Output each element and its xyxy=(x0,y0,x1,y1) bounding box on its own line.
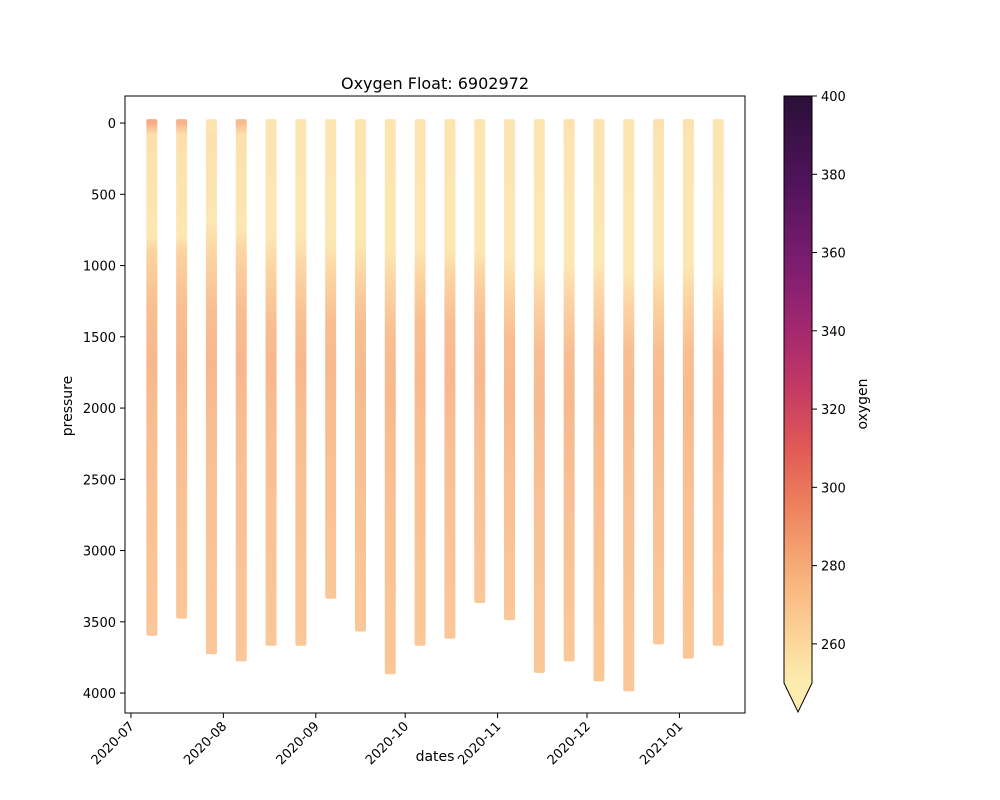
profile-bar xyxy=(205,119,217,655)
y-tick-label: 3000 xyxy=(83,545,116,560)
plot-frame xyxy=(124,95,746,714)
profile-bar xyxy=(384,119,396,675)
profile-bar xyxy=(176,119,188,619)
colorbar-tick-label: 340 xyxy=(821,325,846,340)
colorbar-label: oxygen xyxy=(855,378,871,429)
y-tick-label: 2000 xyxy=(83,402,116,417)
y-tick-label: 1500 xyxy=(83,331,116,346)
profile-bar xyxy=(653,119,665,645)
colorbar-tick-label: 380 xyxy=(821,168,846,183)
x-tick-label: 2020-10 xyxy=(363,719,412,768)
profile-bar xyxy=(474,119,486,604)
x-axis-ticks: 2020-07 2020-08 2020-09 2020-10 2020-11 2020-… xyxy=(89,713,686,768)
profile-bar xyxy=(533,119,545,673)
x-tick-label: 2021-01 xyxy=(637,719,686,768)
profile-bar xyxy=(504,119,516,621)
colorbar-tick-label: 400 xyxy=(821,90,846,105)
colorbar-tick-label: 360 xyxy=(821,247,846,262)
y-axis-label: pressure xyxy=(60,376,76,436)
x-tick-label: 2020-08 xyxy=(181,719,230,768)
colorbar-tick-label: 300 xyxy=(821,481,846,496)
colorbar-tick-label: 260 xyxy=(821,638,846,653)
profile-bar xyxy=(295,119,307,646)
colorbar-extend-min xyxy=(784,683,812,712)
y-tick-label: 2500 xyxy=(83,473,116,488)
profile-bar xyxy=(325,119,337,599)
colorbar-tick-label: 320 xyxy=(821,403,846,418)
profile-bar xyxy=(414,119,426,646)
colorbar-tick-label: 280 xyxy=(821,560,846,575)
colorbar: 260 280 300 320 340 360 380 400 xyxy=(783,90,846,714)
colorbar-outline xyxy=(783,95,813,714)
colorbar-gradient xyxy=(784,96,812,683)
y-axis-ticks: 0 500 1000 1500 2000 2500 3000 3500 4000 xyxy=(83,117,125,702)
x-axis-label: dates xyxy=(416,749,455,765)
profile-bar xyxy=(593,119,605,682)
y-tick-label: 1000 xyxy=(83,260,116,275)
profile-bar xyxy=(563,119,575,662)
profile-bar xyxy=(444,119,456,639)
profile-bar xyxy=(354,119,366,632)
profile-bar xyxy=(146,119,158,636)
profiles-layer xyxy=(146,119,724,692)
profile-bar xyxy=(265,119,277,646)
y-tick-label: 500 xyxy=(91,188,116,203)
x-tick-label: 2020-07 xyxy=(89,719,138,768)
x-tick-label: 2020-09 xyxy=(274,719,323,768)
x-tick-label: 2020-11 xyxy=(455,719,504,768)
y-tick-label: 3500 xyxy=(83,616,116,631)
y-tick-label: 4000 xyxy=(83,687,116,702)
profile-bar xyxy=(682,119,694,659)
profile-bar xyxy=(712,119,724,646)
y-tick-label: 0 xyxy=(108,117,116,132)
x-tick-label: 2020-12 xyxy=(545,719,594,768)
chart-title: Oxygen Float: 6902972 xyxy=(341,74,529,93)
profile-bar xyxy=(623,119,635,692)
profile-bar xyxy=(235,119,247,662)
